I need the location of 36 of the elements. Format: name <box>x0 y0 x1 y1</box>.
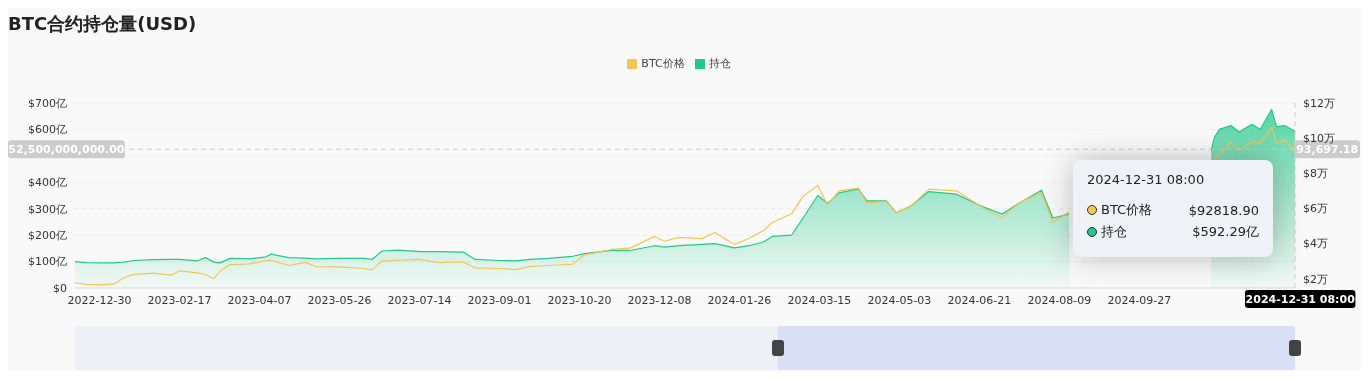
x-tick-label: 2022-12-30 <box>67 293 132 307</box>
y2-tick-label: $10万 <box>1303 132 1335 146</box>
annotation: $592.29亿 <box>1192 223 1259 241</box>
y-tick-label: $300亿 <box>28 202 67 216</box>
x-tick-label: 2023-04-07 <box>227 293 292 307</box>
y-tick-label: $700亿 <box>28 96 67 110</box>
y-tick-label: $200亿 <box>28 229 67 243</box>
chart-title: BTC合约持仓量(USD) <box>8 12 197 36</box>
x-tick-label: 2023-09-01 <box>467 293 532 307</box>
annotation: $92818.90 <box>1188 202 1259 218</box>
y-tick-label: $600亿 <box>28 123 67 137</box>
annotation: 2024-12-31 08:00 <box>1087 172 1206 187</box>
x-tick-label: 2024-05-03 <box>867 293 932 307</box>
x-tick-label: 2023-10-20 <box>547 293 612 307</box>
x-tick-label: 2024-01-26 <box>707 293 772 307</box>
legend-label: BTC价格 <box>641 57 685 70</box>
x-tick-label: 2023-02-17 <box>147 293 212 307</box>
annotation: BTC价格 <box>1100 201 1153 219</box>
x-tick-label: 2023-12-08 <box>627 293 692 307</box>
y2-tick-label: $4万 <box>1303 237 1328 251</box>
y-tick-label: $100亿 <box>28 255 67 269</box>
y-tick-label: $400亿 <box>28 176 67 190</box>
legend-label: 持仓 <box>708 57 731 70</box>
x-tick-label: 2023-05-26 <box>307 293 372 307</box>
y2-tick-label: $6万 <box>1303 202 1328 216</box>
y2-tick-label: $12万 <box>1303 96 1335 110</box>
x-tick-label: 2024-09-27 <box>1107 293 1172 307</box>
x-tick-label: 2023-07-14 <box>387 293 452 307</box>
y2-tick-label: $2万 <box>1303 272 1328 286</box>
x-tick-label: 2024-06-21 <box>947 293 1012 307</box>
y-tick-label: $0 <box>53 281 67 295</box>
annotation: 持仓 <box>1100 223 1127 241</box>
x-tick-label: 2024-08-09 <box>1027 293 1092 307</box>
text: 2024-12-31 08:00 <box>1245 293 1356 306</box>
y2-tick-label: $8万 <box>1303 167 1328 181</box>
x-tick-label: 2024-03-15 <box>787 293 852 307</box>
